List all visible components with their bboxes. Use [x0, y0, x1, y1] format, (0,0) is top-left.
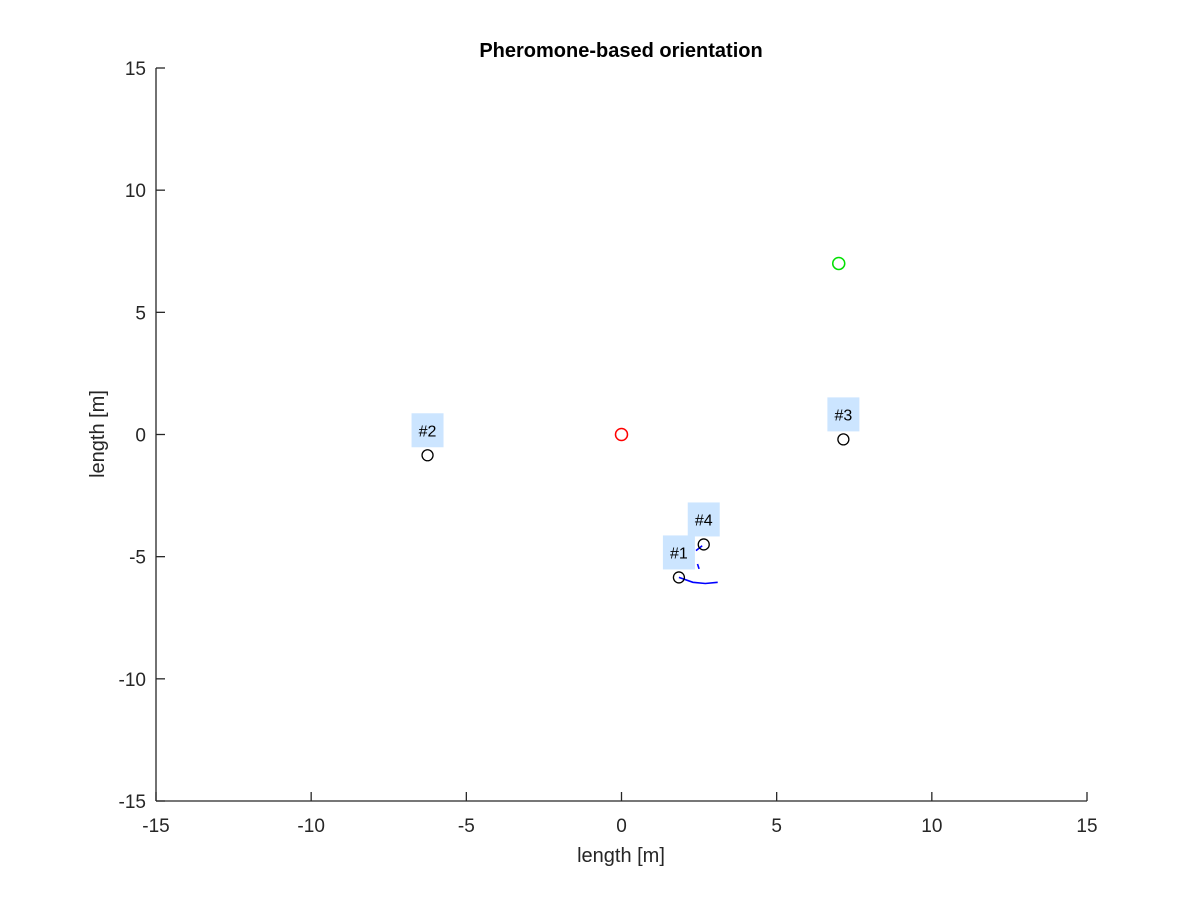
agent-marker	[697, 538, 710, 551]
y-tick-label: -10	[119, 670, 146, 691]
agent-label-box	[662, 535, 695, 570]
x-tick-label: 15	[1076, 816, 1097, 837]
goal-marker	[831, 256, 846, 271]
y-tick-label: -15	[119, 792, 146, 813]
agent-trail	[678, 576, 718, 585]
agent-label: #2	[419, 423, 437, 440]
agent-label-box	[411, 413, 444, 448]
agent-marker	[837, 433, 850, 446]
x-tick-label: 10	[921, 816, 942, 837]
agent-label: #3	[834, 407, 852, 424]
y-tick-label: 5	[135, 303, 146, 324]
agent-label: #4	[695, 512, 713, 529]
agent-3: #3	[827, 397, 860, 446]
x-tick-label: 0	[616, 816, 627, 837]
agent-label-box	[827, 397, 860, 432]
agent-marker	[421, 449, 434, 462]
agent-2: #2	[411, 413, 444, 462]
x-tick-label: -5	[458, 816, 475, 837]
agent-4: #4	[687, 502, 720, 551]
agent-label-box	[687, 502, 720, 537]
chart-title: Pheromone-based orientation	[479, 40, 762, 62]
x-tick-label: -10	[297, 816, 324, 837]
y-tick-label: 10	[125, 181, 146, 202]
markers	[614, 256, 846, 442]
agents: #1 #2 #3 #4	[411, 397, 860, 584]
x-tick-label: 5	[771, 816, 782, 837]
y-tick-label: 0	[135, 426, 146, 447]
agent-1: #1	[662, 535, 695, 584]
agent-label: #1	[670, 545, 688, 562]
x-tick-label: -15	[142, 816, 169, 837]
y-tick-label: 15	[125, 59, 146, 80]
y-tick-label: -5	[129, 548, 146, 569]
agent-trail	[696, 563, 700, 570]
x-axis-label: length [m]	[577, 845, 665, 867]
agent-marker	[672, 571, 686, 584]
start-marker	[614, 427, 629, 442]
ticks: -15 -10 -5 0 5 10 15 -15 -10 -5 0 5 10 15	[119, 59, 1098, 837]
y-axis-label: length [m]	[87, 390, 109, 478]
